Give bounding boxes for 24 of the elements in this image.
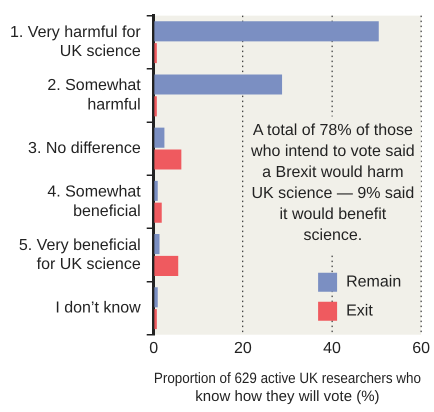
bar [154, 43, 157, 64]
bar [154, 149, 182, 170]
y-tick-label: 2. Somewhat harmful [47, 77, 142, 114]
bar [154, 256, 178, 276]
bar [154, 234, 160, 254]
x-tick-label: 40 [323, 340, 341, 357]
y-tick-label: 3. No difference [28, 140, 141, 158]
y-tick-label: 1. Very harmful for UK science [10, 24, 142, 60]
legend-label: Exit [346, 302, 374, 320]
y-tick-label: 4. Somewhat beneficial [47, 184, 142, 220]
y-tick-label: I don’t know [55, 300, 142, 317]
bar [154, 74, 282, 95]
bar [154, 21, 379, 42]
x-axis-title: Proportion of 629 active UK researchers who know how they will vote (%) [154, 370, 421, 406]
x-tick-label: 0 [149, 340, 158, 357]
x-tick-label: 60 [412, 340, 430, 357]
annotation: A total of 78% of those who intend to vote said a Brexit would harm UK science — 9% said it would benefit science. [250, 122, 415, 244]
bar [154, 202, 162, 223]
y-tick-label: 5. Very beneficial for UK science [18, 236, 141, 274]
bar [154, 309, 157, 330]
legend-label: Remain [346, 274, 402, 291]
x-tick-label: 20 [234, 340, 252, 357]
bar [154, 128, 164, 148]
bar [154, 96, 157, 116]
